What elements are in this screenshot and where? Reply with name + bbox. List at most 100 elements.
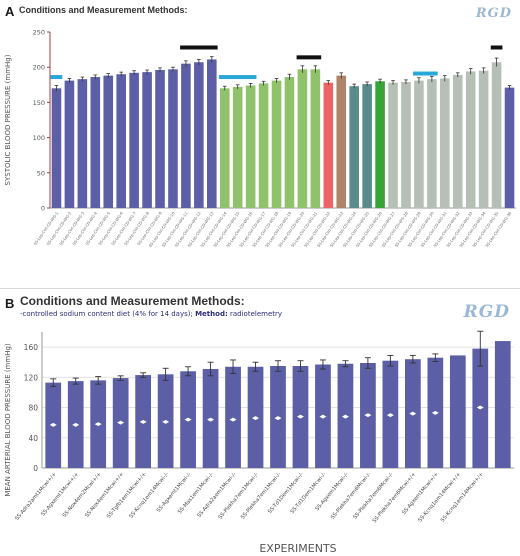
chart-b-dot (207, 417, 215, 422)
chart-a-group-marker (413, 71, 438, 76)
chart-a-bar (129, 72, 139, 208)
chart-b-dot (49, 422, 57, 427)
chart-a-bar (103, 75, 114, 208)
chart-a-bar (491, 62, 502, 208)
panel-a-letter: A (5, 4, 15, 19)
panel-b-subtitle-text: -controlled sodium content diet (4% for … (20, 310, 193, 318)
chart-a-y-tick-label: 0 (41, 205, 45, 213)
chart-a-group-marker (218, 75, 257, 80)
chart-a-group-marker (490, 45, 503, 50)
panel-divider (0, 288, 520, 289)
chart-a-bar (310, 69, 321, 208)
chart-a-bar (504, 87, 515, 208)
chart-b-dot (252, 416, 260, 421)
chart-b-x-tick-label: SS-Kcnq1em14Mcwi+/+ (417, 471, 462, 523)
chart-a-bar (142, 72, 152, 209)
chart-a-bar (401, 81, 411, 208)
chart-b-dot (431, 410, 439, 415)
chart-b-dot (341, 414, 349, 419)
chart-a-bar (414, 80, 424, 208)
chart-a-bar (388, 82, 398, 208)
panel-b-title: Conditions and Measurement Methods: (20, 294, 245, 308)
chart-b-dot (476, 405, 484, 410)
panel-b-letter: B (5, 296, 15, 311)
chart-a-bar (362, 84, 372, 208)
chart-a-bar (64, 80, 75, 208)
chart-b-bar (494, 341, 511, 468)
chart-a-bar (452, 74, 463, 208)
chart-b-y-axis-label: MEAN ARTERIAL BLOOD PRESSURE (mmHg) (4, 343, 12, 497)
chart-a-bar (155, 70, 165, 209)
chart-a-bar (207, 59, 217, 209)
chart-b-bar (225, 366, 241, 468)
chart-a-y-tick-label: 200 (33, 64, 45, 72)
chart-b-y-tick-label: 120 (24, 373, 39, 382)
panel-b-subtitle: -controlled sodium content diet (4% for … (20, 310, 282, 318)
chart-a-bar (245, 85, 256, 208)
chart-a-bar (90, 77, 101, 208)
chart-b-dot (364, 413, 372, 418)
chart-a-bar (336, 75, 347, 208)
chart-a-bar (349, 86, 359, 208)
panel-a-title: Conditions and Measurement Methods: (19, 5, 188, 15)
chart-a-y-tick-label: 100 (33, 134, 45, 142)
chart-b-x-tick-label: SS-Adra2amt1Mcwi+/+ (14, 471, 58, 521)
chart-a-y-tick-label: 50 (37, 169, 45, 177)
chart-a-bar (323, 82, 334, 208)
chart-b-dot (72, 422, 80, 427)
chart-b-x-tick-label: SS-Adra2aem1Mcwi-/- (196, 471, 237, 519)
chart-a-bar (465, 71, 476, 208)
chart-a-bar (194, 62, 204, 208)
chart-a-bar (168, 69, 178, 208)
chart-b-x-tick-label: SS-Plekha7em6Mcwi-/- (330, 471, 373, 520)
chart-a-bar (440, 78, 450, 208)
chart-b-dot (94, 422, 102, 427)
chart-a-bar (297, 69, 308, 208)
panel-b-logo: RGD (463, 302, 510, 322)
chart-b-dot (386, 413, 394, 418)
chart-b-y-tick-label: 160 (24, 343, 39, 352)
chart-b-x-tick-label: SS-Nox4em2Mcwi+/+ (62, 471, 103, 518)
chart-a-bar (116, 74, 126, 208)
chart-b-dot (139, 419, 147, 424)
chart-b-x-tick-label: SS-Plekha7em1Mcwi-/- (218, 471, 261, 520)
chart-b-x-tick-label: SS-Kcnq1em14Mcwi+/+ (440, 471, 485, 523)
chart-b-y-tick-label: 40 (28, 434, 38, 443)
chart-b-x-tick-label: SS-Plekha7em6Mcwi+/+ (372, 471, 418, 524)
panel-b-method: radiotelemetry (230, 310, 283, 318)
chart-b-y-tick-label: 80 (28, 404, 38, 413)
chart-a-bar (77, 79, 88, 208)
chart-a-bar (51, 88, 62, 208)
chart-a-y-tick-label: 150 (33, 99, 45, 107)
chart-b-dot (274, 416, 282, 421)
chart-a-y-axis-label: SYSTOLIC BLOOD PRESSURE (mmHg) (4, 54, 12, 185)
chart-b-dot (229, 417, 237, 422)
chart-a-bar (219, 88, 230, 208)
chart-a: 0 50 100 150 200 250 SYSTOLIC BLOOD PRESSURE (… (4, 29, 516, 248)
chart-a-bar (232, 86, 243, 208)
chart-b-dot (296, 414, 304, 419)
chart-a-bar (375, 81, 385, 208)
chart-a-group-marker (296, 55, 322, 60)
chart-b-x-tick-label: SS-Plekha7em1Mcwi-/- (240, 471, 283, 520)
chart-b-dot (319, 414, 327, 419)
panel-b-method-label: Method: (195, 310, 228, 318)
chart-a-group-marker (180, 45, 218, 50)
chart-a-y-tick-label: 250 (33, 29, 45, 37)
chart-b-x-tick-label: SS-Kcnq1em14Mcwi-/- (128, 471, 170, 519)
chart-b-dot (162, 419, 170, 424)
chart-a-bar (284, 77, 295, 208)
chart-b-x-axis-label: EXPERIMENTS (259, 542, 336, 555)
chart-b-bar (449, 355, 466, 468)
chart-a-bar (427, 79, 437, 208)
chart-b-y-tick-label: 0 (33, 464, 38, 473)
chart-a-bar (181, 63, 191, 209)
chart-b-dot (117, 420, 125, 425)
chart-a-bar (258, 83, 269, 208)
chart-b-x-tick-label: SS-Plekha7em6Mcwi-/- (352, 471, 395, 520)
chart-b-x-tick-label: SS-Tgfb1em1Mcwi+/+ (106, 471, 148, 519)
panel-a-logo: RGD (475, 6, 512, 21)
chart-a-bar (478, 70, 489, 208)
chart-a-group-marker (50, 75, 63, 80)
chart-a-bar (271, 80, 282, 208)
